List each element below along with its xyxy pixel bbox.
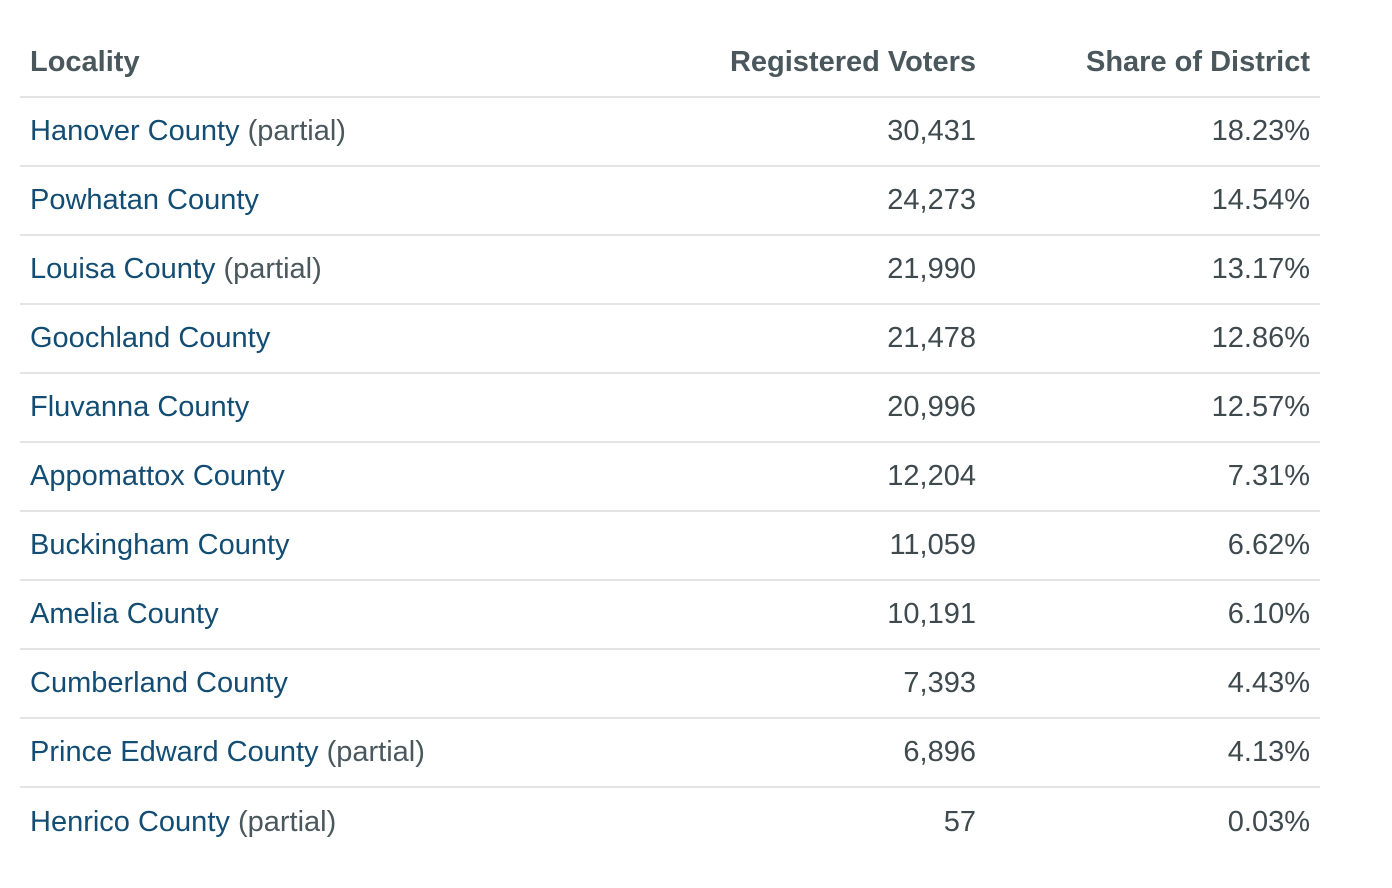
- share-of-district-cell: 4.43%: [986, 649, 1320, 719]
- share-of-district-cell: 0.03%: [1227, 805, 1310, 838]
- table-row: Powhatan County 24,273 14.54%: [20, 166, 1320, 236]
- registered-voters-cell: 20,996: [700, 373, 986, 443]
- locality-cell: Henrico County (partial): [20, 787, 700, 856]
- share-of-district-cell: 13.17%: [986, 235, 1320, 305]
- locality-table: Locality Registered Voters Share of Dist…: [20, 28, 1320, 856]
- registered-voters-cell: 57: [943, 805, 976, 838]
- locality-cell: Prince Edward County (partial): [20, 718, 700, 788]
- table-row: Goochland County 21,478 12.86%: [20, 304, 1320, 374]
- locality-qualifier: (partial): [223, 253, 322, 285]
- share-of-district-cell: 4.13%: [986, 718, 1320, 788]
- locality-link[interactable]: Appomattox County: [30, 460, 285, 492]
- locality-cell: Fluvanna County: [20, 373, 700, 443]
- column-header-locality: Locality: [20, 28, 700, 98]
- table-row: Henrico County (partial) 57 0.03%: [20, 787, 1320, 856]
- locality-link[interactable]: Hanover County: [30, 115, 240, 147]
- locality-cell: Buckingham County: [20, 511, 700, 581]
- share-of-district-cell: 14.54%: [986, 166, 1320, 236]
- locality-link[interactable]: Louisa County: [30, 253, 216, 285]
- header-row: Locality Registered Voters Share of Dist…: [20, 28, 1320, 98]
- column-header-share-of-district: Share of District: [986, 28, 1320, 98]
- table-row: Cumberland County 7,393 4.43%: [20, 649, 1320, 719]
- registered-voters-cell: 30,431: [700, 97, 986, 167]
- registered-voters-cell: 10,191: [700, 580, 986, 650]
- locality-link[interactable]: Henrico County: [30, 805, 230, 838]
- registered-voters-cell: 21,990: [700, 235, 986, 305]
- locality-qualifier: (partial): [247, 115, 346, 147]
- share-of-district-cell: 6.62%: [986, 511, 1320, 581]
- column-header-registered-voters: Registered Voters: [700, 28, 986, 98]
- locality-link[interactable]: Cumberland County: [30, 667, 288, 699]
- locality-cell: Cumberland County: [20, 649, 700, 719]
- share-of-district-cell: 18.23%: [986, 97, 1320, 167]
- registered-voters-cell: 7,393: [700, 649, 986, 719]
- locality-cell: Appomattox County: [20, 442, 700, 512]
- table-row: Amelia County 10,191 6.10%: [20, 580, 1320, 650]
- registered-voters-cell: 12,204: [700, 442, 986, 512]
- table-row: Louisa County (partial) 21,990 13.17%: [20, 235, 1320, 305]
- registered-voters-cell: 21,478: [700, 304, 986, 374]
- locality-link[interactable]: Prince Edward County: [30, 736, 319, 768]
- table-body: Hanover County (partial) 30,431 18.23% P…: [20, 97, 1320, 856]
- registered-voters-cell: 11,059: [700, 511, 986, 581]
- locality-link[interactable]: Buckingham County: [30, 529, 290, 561]
- table-row: Buckingham County 11,059 6.62%: [20, 511, 1320, 581]
- locality-link[interactable]: Amelia County: [30, 598, 219, 630]
- locality-cell: Amelia County: [20, 580, 700, 650]
- table-header: Locality Registered Voters Share of Dist…: [20, 28, 1320, 98]
- table-row: Fluvanna County 20,996 12.57%: [20, 373, 1320, 443]
- table-row: Prince Edward County (partial) 6,896 4.1…: [20, 718, 1320, 788]
- locality-qualifier: (partial): [326, 736, 425, 768]
- locality-cell: Louisa County (partial): [20, 235, 700, 305]
- registered-voters-cell: 24,273: [700, 166, 986, 236]
- locality-link[interactable]: Goochland County: [30, 322, 271, 354]
- share-of-district-cell: 12.86%: [986, 304, 1320, 374]
- locality-link[interactable]: Fluvanna County: [30, 391, 250, 423]
- table-row: Hanover County (partial) 30,431 18.23%: [20, 97, 1320, 167]
- share-of-district-cell: 12.57%: [986, 373, 1320, 443]
- locality-cell: Goochland County: [20, 304, 700, 374]
- share-of-district-cell: 7.31%: [986, 442, 1320, 512]
- locality-cell: Hanover County (partial): [20, 97, 700, 167]
- share-of-district-cell: 6.10%: [986, 580, 1320, 650]
- locality-cell: Powhatan County: [20, 166, 700, 236]
- locality-table-container: Locality Registered Voters Share of Dist…: [20, 28, 1320, 856]
- locality-qualifier: (partial): [237, 805, 337, 838]
- locality-link[interactable]: Powhatan County: [30, 184, 259, 216]
- registered-voters-cell: 6,896: [700, 718, 986, 788]
- table-row: Appomattox County 12,204 7.31%: [20, 442, 1320, 512]
